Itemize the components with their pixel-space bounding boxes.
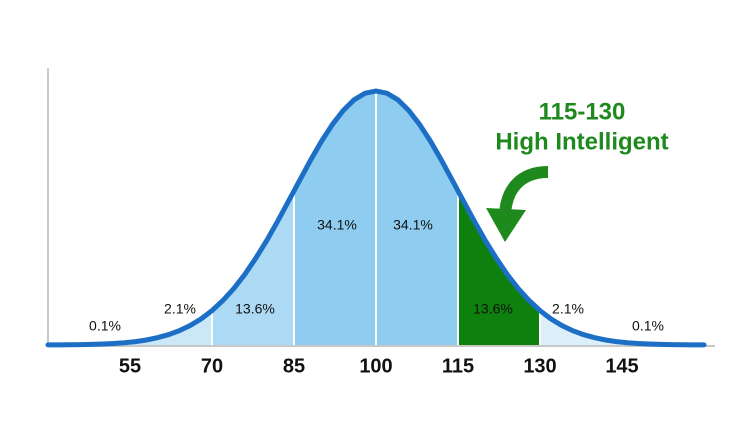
value-label: 2.1% — [552, 301, 584, 317]
value-label: 13.6% — [473, 301, 513, 317]
x-tick-label: 55 — [119, 355, 141, 377]
x-tick-label: 100 — [359, 355, 392, 377]
value-label: 13.6% — [235, 301, 275, 317]
value-label: 0.1% — [89, 318, 121, 334]
annotation: High Intelligent — [495, 128, 668, 155]
value-label: 2.1% — [164, 301, 196, 317]
annotation: 115-130 — [539, 98, 626, 125]
value-label: 34.1% — [317, 217, 357, 233]
value-label: 34.1% — [393, 217, 433, 233]
segment — [130, 310, 212, 345]
x-tick-label: 145 — [605, 355, 638, 377]
segment — [540, 310, 622, 345]
x-tick-label: 85 — [283, 355, 305, 377]
value-label: 0.1% — [632, 318, 664, 334]
x-tick-label: 70 — [201, 355, 223, 377]
arrow-head — [486, 208, 526, 242]
curve — [45, 88, 707, 348]
x-tick-label: 115 — [442, 355, 474, 377]
x-tick-label: 130 — [523, 355, 556, 377]
